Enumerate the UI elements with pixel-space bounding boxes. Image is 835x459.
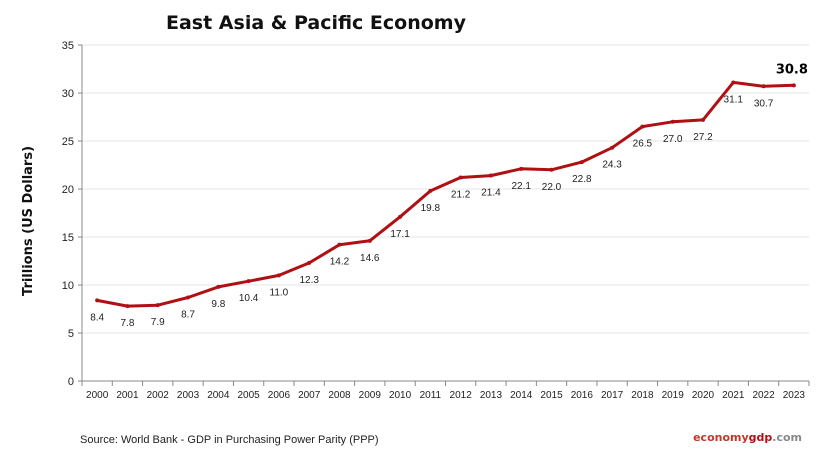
data-label: 30.7 bbox=[754, 98, 774, 109]
x-tick-label: 2005 bbox=[237, 390, 260, 401]
x-tick-label: 2023 bbox=[783, 390, 806, 401]
data-point bbox=[276, 273, 281, 278]
data-label: 14.2 bbox=[330, 257, 350, 268]
x-tick-label: 2001 bbox=[116, 390, 139, 401]
x-tick-label: 2009 bbox=[359, 390, 382, 401]
data-point bbox=[367, 238, 372, 243]
brand-part-economy: economy bbox=[693, 431, 749, 444]
x-tick-label: 2008 bbox=[328, 390, 351, 401]
x-tick-label: 2020 bbox=[692, 390, 715, 401]
data-label: 27.0 bbox=[663, 134, 683, 145]
y-tick-label: 30 bbox=[62, 88, 74, 100]
data-point bbox=[610, 145, 615, 150]
x-tick-label: 2021 bbox=[722, 390, 745, 401]
x-tick-label: 2010 bbox=[389, 390, 412, 401]
brand-part-com: .com bbox=[772, 431, 802, 444]
x-tick-label: 2000 bbox=[86, 390, 109, 401]
x-tick-label: 2003 bbox=[177, 390, 200, 401]
data-point bbox=[579, 160, 584, 165]
data-point bbox=[761, 84, 766, 89]
data-point bbox=[488, 173, 493, 178]
axes bbox=[78, 44, 810, 386]
data-point bbox=[791, 83, 796, 88]
x-tick-label: 2007 bbox=[298, 390, 321, 401]
data-point bbox=[458, 175, 463, 180]
data-label: 24.3 bbox=[602, 160, 622, 171]
data-point bbox=[246, 279, 251, 284]
data-point bbox=[549, 167, 554, 172]
y-tick-label: 25 bbox=[62, 136, 74, 148]
x-tick-label: 2017 bbox=[601, 390, 624, 401]
data-point bbox=[125, 304, 130, 309]
data-point bbox=[731, 80, 736, 85]
gridlines bbox=[82, 44, 809, 334]
y-tick-label: 20 bbox=[62, 184, 74, 196]
y-tick-label: 0 bbox=[68, 376, 74, 388]
data-point bbox=[155, 303, 160, 308]
series-line-gdp bbox=[95, 80, 796, 308]
data-label: 8.4 bbox=[90, 312, 104, 323]
x-tick-labels: 2000 2001 2002 2003 2004 2005 2006 2007 2008 2009… bbox=[86, 390, 805, 401]
data-label: 8.7 bbox=[181, 309, 195, 320]
x-tick-label: 2002 bbox=[147, 390, 170, 401]
x-tick-label: 2004 bbox=[207, 390, 230, 401]
data-label: 21.4 bbox=[481, 188, 501, 199]
series-line bbox=[95, 80, 796, 309]
data-label: 22.1 bbox=[511, 181, 531, 192]
data-label: 31.1 bbox=[724, 94, 744, 105]
x-tick-label: 2006 bbox=[268, 390, 291, 401]
data-label: 21.2 bbox=[451, 189, 471, 200]
data-label: 26.5 bbox=[633, 139, 653, 150]
data-point bbox=[670, 119, 675, 124]
data-label: 14.6 bbox=[360, 253, 380, 264]
data-label: 10.4 bbox=[239, 293, 259, 304]
source-note: Source: World Bank - GDP in Purchasing P… bbox=[80, 434, 379, 446]
data-point bbox=[428, 188, 433, 193]
data-label: 9.8 bbox=[211, 299, 225, 310]
data-label: 22.0 bbox=[542, 182, 562, 193]
y-tick-label: 35 bbox=[62, 40, 74, 52]
data-point bbox=[519, 166, 524, 171]
brand-part-gdp: gdp bbox=[749, 431, 773, 444]
data-point bbox=[95, 298, 100, 303]
chart-title: East Asia & Pacific Economy bbox=[166, 12, 467, 34]
y-axis-label: Trillions (US Dollars) bbox=[21, 146, 36, 296]
x-tick-label: 2011 bbox=[420, 390, 442, 401]
data-label: 7.9 bbox=[151, 317, 165, 328]
y-tick-label: 5 bbox=[68, 328, 74, 340]
x-tick-label: 2013 bbox=[480, 390, 503, 401]
data-point bbox=[398, 214, 403, 219]
data-label: 11.0 bbox=[270, 287, 289, 298]
x-tick-label: 2012 bbox=[450, 390, 473, 401]
brand-logo: economygdp.com bbox=[693, 431, 802, 444]
data-label: 22.8 bbox=[572, 174, 592, 185]
data-point bbox=[186, 295, 191, 300]
data-labels: 8.4 7.8 7.9 8.7 9.8 10.4 11.0 12.3 14.2 14.6 17.1 1… bbox=[90, 62, 808, 329]
data-label: 17.1 bbox=[390, 229, 410, 240]
x-tick-label: 2022 bbox=[752, 390, 775, 401]
data-point bbox=[307, 260, 312, 265]
data-label: 12.3 bbox=[299, 275, 319, 286]
x-tick-label: 2018 bbox=[631, 390, 654, 401]
data-point bbox=[216, 284, 221, 289]
data-point bbox=[700, 117, 705, 122]
x-tick-label: 2015 bbox=[540, 390, 563, 401]
x-tick-label: 2016 bbox=[571, 390, 594, 401]
x-tick-label: 2019 bbox=[662, 390, 685, 401]
data-label: 30.8 bbox=[776, 62, 808, 77]
data-point bbox=[640, 124, 645, 129]
data-label: 19.8 bbox=[421, 203, 441, 214]
y-tick-label: 15 bbox=[62, 232, 74, 244]
y-tick-label: 10 bbox=[62, 280, 74, 292]
y-tick-labels: 0 5 10 15 20 25 30 35 bbox=[62, 40, 74, 388]
x-tick-label: 2014 bbox=[510, 390, 533, 401]
data-point bbox=[337, 242, 342, 247]
data-label: 7.8 bbox=[120, 318, 134, 329]
data-label: 27.2 bbox=[693, 132, 713, 143]
